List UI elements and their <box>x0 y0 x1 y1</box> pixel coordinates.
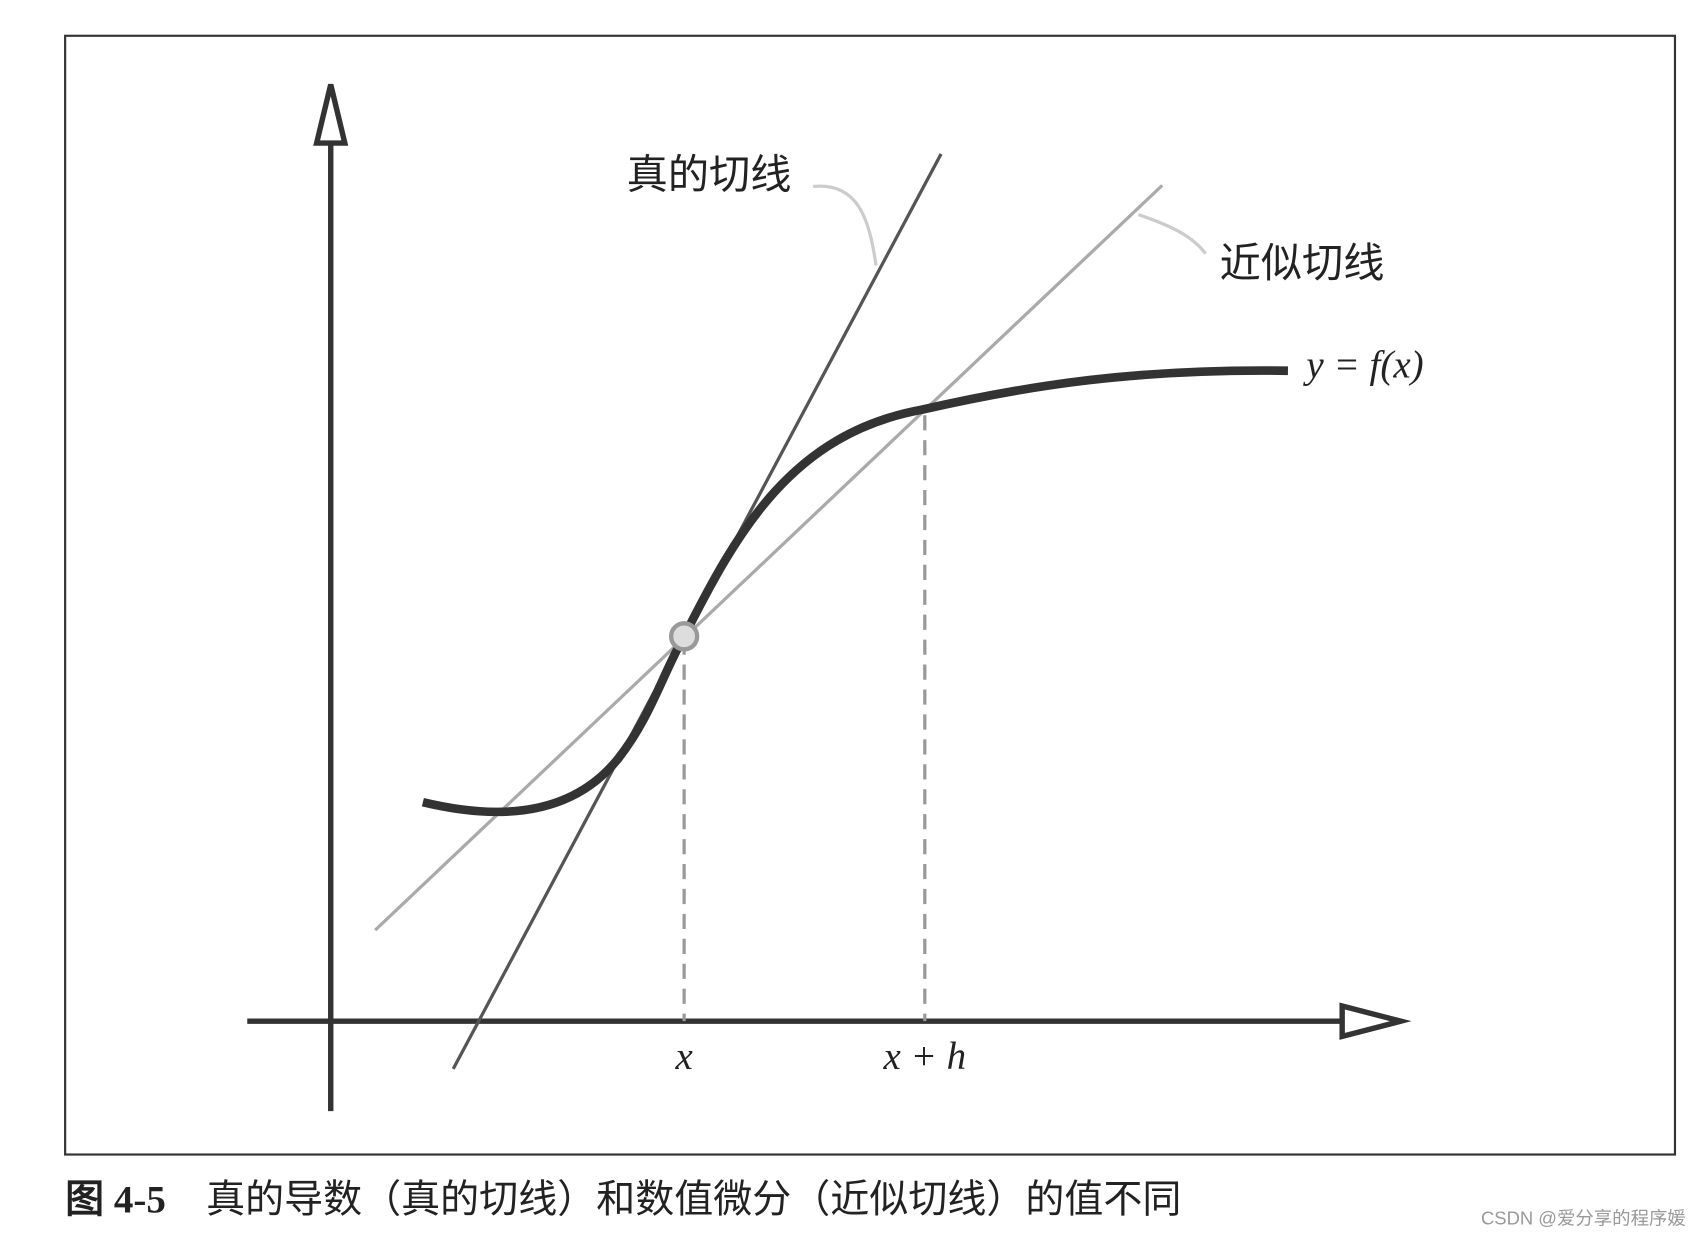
approx-tangent <box>374 184 1164 932</box>
caption-number: 图 4-5 <box>65 1178 166 1221</box>
leader-approx <box>1137 213 1207 255</box>
label-true-tangent: 真的切线 <box>627 151 792 197</box>
label-function: y = f(x) <box>1302 344 1423 387</box>
leader-true <box>812 184 878 266</box>
x-arrow <box>1339 1002 1412 1040</box>
frame <box>64 34 1677 1156</box>
caption-text: 真的导数（真的切线）和数值微分（近似切线）的值不同 <box>206 1178 1181 1221</box>
label-x: x <box>674 1035 693 1078</box>
y-arrow <box>313 83 349 146</box>
function-curve <box>421 366 1289 817</box>
point <box>668 621 700 652</box>
label-x-h: x + h <box>882 1035 966 1078</box>
label-approx-tangent: 近似切线 <box>1220 240 1385 286</box>
watermark: CSDN @爱分享的程序媛 <box>1481 1207 1686 1228</box>
